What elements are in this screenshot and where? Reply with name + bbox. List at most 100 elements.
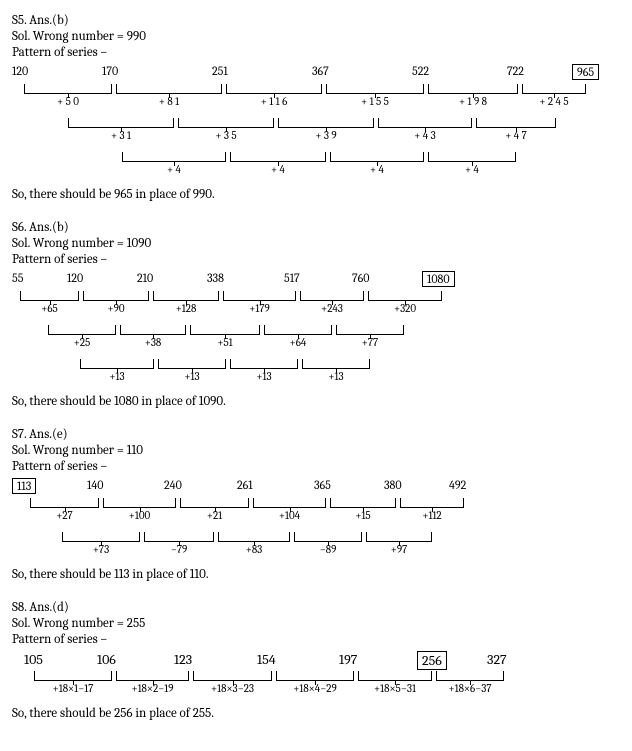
bracket-row: +18×1−17 +18×2−19 +18×3−23 +18×4−29 +18×5−31… (12, 671, 620, 693)
series-value: 380 (384, 478, 402, 492)
bracket-label: +27 (56, 509, 72, 522)
bracket-label: +83 (246, 543, 263, 556)
bracket: + 4 3 (378, 118, 472, 128)
bracket: +21 (180, 498, 249, 508)
series-value: 522 (412, 64, 429, 78)
bracket: +64 (264, 325, 332, 335)
bracket: +15 (330, 498, 396, 508)
bracket-label: +104 (279, 509, 300, 522)
conclusion: So, there should be 113 in place of 110. (12, 567, 620, 582)
series-value: 251 (212, 64, 228, 78)
bracket: +73 (62, 532, 140, 542)
bracket-label: + 3 5 (215, 129, 236, 142)
series-value: 210 (137, 271, 153, 285)
answer-block-s6: S6. Ans.(b)Sol. Wrong number = 1090Patte… (12, 220, 620, 409)
series-value: 965 (572, 64, 599, 80)
bracket: −89 (294, 532, 362, 542)
text-line: Sol. Wrong number = 990 (12, 29, 620, 44)
text-line: Sol. Wrong number = 255 (12, 616, 620, 631)
bracket-label: +15 (355, 509, 370, 522)
bracket-label: + 4 (271, 163, 285, 176)
bracket-label: + 4 7 (505, 129, 527, 142)
bracket: +13 (230, 359, 298, 369)
conclusion: So, there should be 1080 in place of 109… (12, 394, 620, 409)
series-value: 365 (314, 478, 331, 492)
bracket-label: +100 (129, 509, 150, 522)
bracket-label: +18×6−37 (448, 682, 491, 695)
bracket: +18×1−17 (34, 671, 112, 681)
bracket-row: + 4+ 4+ 4+ 4 (12, 152, 620, 174)
conclusion: So, there should be 965 in place of 990. (12, 187, 620, 202)
series-value: 123 (174, 651, 192, 668)
text-line: Pattern of series – (12, 632, 620, 647)
bracket: +77 (336, 325, 404, 335)
series-value: 760 (352, 271, 369, 285)
text-line: S5. Ans.(b) (12, 13, 620, 28)
text-line: S6. Ans.(b) (12, 220, 620, 235)
text-line: Sol. Wrong number = 1090 (12, 236, 620, 251)
bracket-label: +64 (290, 336, 307, 349)
series-value: 106 (97, 651, 116, 668)
series-value: 240 (164, 478, 182, 492)
bracket-label: +25 (74, 336, 91, 349)
bracket-label: +97 (391, 543, 408, 556)
bracket: +100 (103, 498, 176, 508)
bracket: +27 (30, 498, 99, 508)
text-line: S8. Ans.(d) (12, 600, 620, 615)
bracket-label: + 4 (167, 163, 181, 176)
bracket-label: + 1 5 5 (361, 95, 389, 108)
bracket-label: + 1 1 6 (261, 95, 288, 108)
bracket: + 3 9 (278, 118, 374, 128)
bracket: +128 (153, 291, 219, 301)
bracket: + 4 7 (476, 118, 556, 128)
bracket-label: +13 (109, 370, 124, 383)
bracket: + 4 (330, 152, 424, 162)
bracket: +90 (83, 291, 149, 301)
bracket-row: +25 +38 +51 +64 +77 (12, 325, 620, 347)
bracket-label: −79 (171, 543, 188, 556)
bracket-label: +73 (93, 543, 109, 556)
bracket-row: +65+90+128+179+243+320 (12, 291, 620, 313)
series-value: 367 (312, 64, 329, 78)
bracket-label: +65 (41, 302, 58, 315)
bracket-label: + 3 9 (315, 129, 336, 142)
bracket: +18×3−23 (193, 671, 272, 681)
series-value: 256 (417, 651, 447, 670)
bracket-label: +21 (207, 509, 222, 522)
series-value: 517 (284, 271, 300, 285)
bracket: +13 (80, 359, 154, 369)
series-value: 338 (207, 271, 224, 285)
series-value: 120 (67, 271, 83, 285)
bracket-label: + 4 (465, 163, 479, 176)
series-row: 113140240261365380492 (12, 478, 620, 498)
series-value: 105 (24, 651, 43, 668)
bracket-label: +90 (107, 302, 124, 315)
text-line: Pattern of series – (12, 459, 620, 474)
bracket-row: + 5 0+ 8 1+ 1 1 6+ 1 5 5+ 1 9 8+ 2 4 5 (12, 84, 620, 106)
bracket: +179 (223, 291, 296, 301)
bracket-label: +77 (362, 336, 378, 349)
bracket: + 3 1 (68, 118, 174, 128)
bracket-label: + 8 1 (159, 95, 179, 108)
bracket-label: +38 (145, 336, 162, 349)
bracket: +13 (158, 359, 226, 369)
series-value: 113 (12, 478, 36, 494)
conclusion: So, there should be 256 in place of 255. (12, 706, 620, 721)
bracket-label: +51 (217, 336, 232, 349)
bracket-row: +73 −79 +83 −89 +97 (12, 532, 620, 554)
bracket: + 2 4 5 (522, 84, 586, 94)
bracket: +25 (48, 325, 116, 335)
series-row: 551202103385177601080 (12, 271, 620, 291)
bracket-label: +320 (394, 302, 416, 315)
series-value: 492 (449, 478, 466, 492)
bracket: +18×5−31 (358, 671, 432, 681)
bracket: +18×4−29 (276, 671, 354, 681)
bracket: + 4 (428, 152, 516, 162)
answer-block-s8: S8. Ans.(d)Sol. Wrong number = 255Patter… (12, 600, 620, 721)
bracket: +51 (190, 325, 260, 335)
bracket: + 4 (122, 152, 226, 162)
bracket: + 8 1 (116, 84, 222, 94)
series-value: 140 (87, 478, 103, 492)
bracket-label: + 4 3 (414, 129, 435, 142)
bracket: +18×2−19 (116, 671, 189, 681)
